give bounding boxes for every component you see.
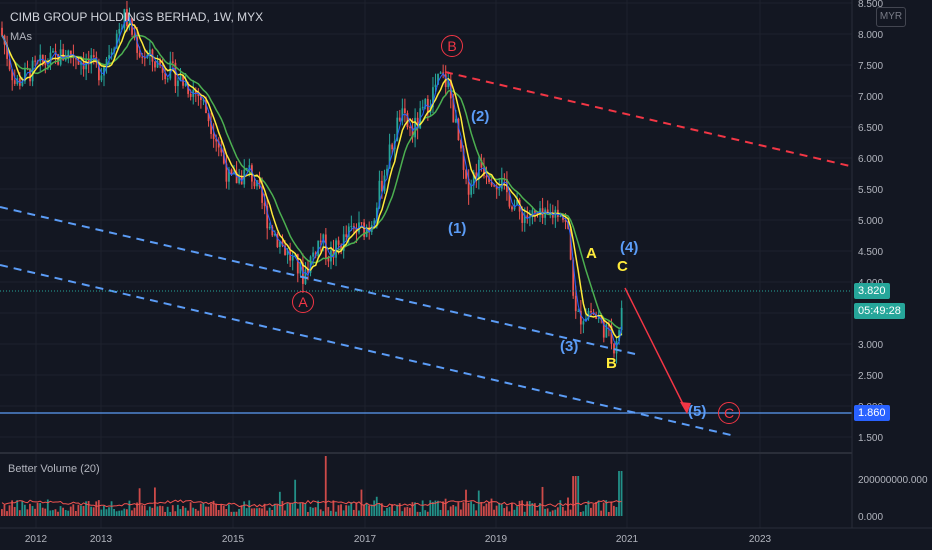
price-tick-label: 8.000 [858, 30, 883, 41]
ma-mid-line [1, 23, 623, 339]
price-tick-label: 5.000 [858, 216, 883, 227]
wave-label-yellow-c[interactable]: C [617, 258, 628, 275]
volume-tick-label: 200000000.000 [858, 475, 928, 486]
wave-label-yellow-a[interactable]: A [586, 245, 597, 262]
countdown-tag: 05:49:28 [854, 303, 905, 319]
volume-indicator-label[interactable]: Better Volume (20) [8, 463, 100, 475]
currency-button[interactable]: MYR [876, 7, 906, 27]
projection-arrow[interactable] [624, 287, 688, 413]
wave-label-red-a[interactable]: A [292, 291, 314, 313]
projection-arrowhead [680, 402, 691, 414]
symbol-title[interactable]: CIMB GROUP HOLDINGS BERHAD, 1W, MYX [10, 10, 264, 24]
price-tick-label: 3.000 [858, 340, 883, 351]
price-tick-label: 8.500 [858, 0, 883, 10]
wave-label-2[interactable]: (2) [471, 108, 490, 125]
resistance-trendline[interactable] [444, 71, 851, 167]
price-tick-label: 1.500 [858, 433, 883, 444]
wave-label-5[interactable]: (5) [688, 403, 707, 420]
time-tick-label: 2013 [90, 534, 113, 545]
time-tick-label: 2023 [749, 534, 772, 545]
time-tick-label: 2021 [616, 534, 639, 545]
time-axis[interactable]: 2012 2013 2015 2017 2019 2021 2023 [25, 534, 772, 545]
time-tick-label: 2012 [25, 534, 48, 545]
price-tick-label: 6.000 [858, 154, 883, 165]
price-tick-label: 2.500 [858, 371, 883, 382]
indicator-label[interactable]: MAs [10, 31, 32, 43]
wave-label-red-b[interactable]: B [441, 35, 463, 57]
wave-label-red-c[interactable]: C [718, 402, 740, 424]
time-tick-label: 2019 [485, 534, 508, 545]
target-price-tag: 1.860 [854, 405, 890, 421]
last-price-tag: 3.820 [854, 283, 890, 299]
volume-axis[interactable]: 200000000.000 0.000 [858, 475, 928, 523]
wave-label-4[interactable]: (4) [620, 239, 639, 256]
price-tick-label: 7.500 [858, 61, 883, 72]
price-tick-label: 6.500 [858, 123, 883, 134]
wave-label-3[interactable]: (3) [560, 338, 579, 355]
volume-ma-line [1, 499, 622, 508]
grid-lines [0, 0, 852, 528]
ma-slow-line [1, 34, 622, 330]
price-tick-label: 4.500 [858, 247, 883, 258]
volume-tick-label: 0.000 [858, 512, 883, 523]
price-tick-label: 7.000 [858, 92, 883, 103]
price-tick-label: 5.500 [858, 185, 883, 196]
ma-fast-line [1, 16, 623, 348]
time-tick-label: 2015 [222, 534, 245, 545]
wave-label-yellow-b[interactable]: B [606, 355, 617, 372]
candles [1, 0, 623, 364]
volume-bars [1, 456, 623, 516]
support-trendline-upper[interactable] [0, 206, 636, 355]
price-axis[interactable]: 8.500 8.000 7.500 7.000 6.500 6.000 5.500 5.000… [858, 0, 883, 444]
time-tick-label: 2017 [354, 534, 377, 545]
wave-label-1[interactable]: (1) [448, 220, 467, 237]
